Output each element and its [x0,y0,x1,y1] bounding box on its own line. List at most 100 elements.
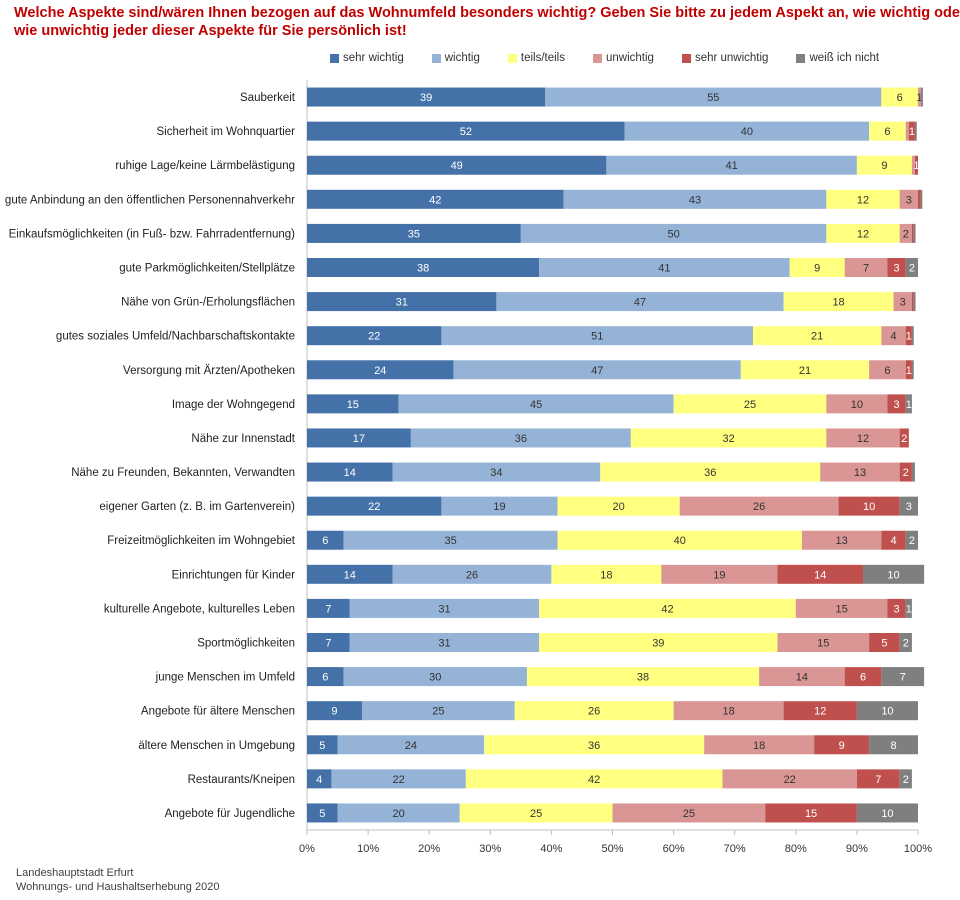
legend-swatch [507,53,517,63]
data-label: 10 [881,706,893,718]
bar-segment [887,394,906,414]
category-label: gute Parkmöglichkeiten/Stellplätze [119,263,295,275]
legend-swatch [796,53,806,63]
category-label: Freizeitmöglichkeiten im Wohngebiet [107,535,296,547]
data-label: 30 [429,672,441,684]
bar-segment [856,701,918,721]
data-label: 41 [658,263,670,275]
x-tick-label: 80% [785,843,807,855]
bar-segment [814,735,870,755]
bar-segment [307,258,540,277]
bar-segment [905,258,918,277]
category-label: Sicherheit im Wohnquartier [157,126,296,138]
data-label: 14 [796,672,808,684]
bar-segment [856,155,912,175]
bar-segment [307,633,350,652]
bar-segment [307,428,411,448]
bar-segment [826,428,900,448]
bar-segment [453,360,741,380]
data-label: 1 [906,399,912,411]
bar-segment [465,769,723,789]
category-label: ältere Menschen in Umgebung [138,740,295,752]
bar-segment [441,496,558,516]
data-label: 4 [316,774,322,786]
data-label: 1 [909,126,915,138]
bar-segment [349,598,540,618]
data-label: 7 [863,263,869,275]
data-label: 3 [894,603,900,615]
bar-segment [307,155,607,175]
bar-segment [307,667,344,687]
data-label: 3 [906,194,912,206]
data-label: 7 [325,638,331,650]
data-label: 6 [322,535,328,547]
bar-segment [911,360,914,380]
data-label: 2 [903,638,909,650]
data-label: 36 [588,740,600,752]
data-label: 41 [726,160,738,172]
x-tick-label: 20% [418,843,440,855]
bar-segment [307,360,454,380]
data-label: 26 [753,501,765,513]
x-tick-label: 60% [663,843,685,855]
data-label: 35 [444,535,456,547]
bar-segment [789,258,845,277]
category-label: Angebote für Jugendliche [165,808,295,820]
bar-segment [545,87,882,107]
bar-segment [307,326,442,346]
x-tick-label: 10% [357,843,379,855]
bar-segment [881,530,906,550]
bar-segment [844,258,888,277]
data-label: 3 [900,297,906,309]
data-label: 40 [741,126,753,138]
category-label: gute Anbindung an den öffentlichen Perso… [5,194,295,206]
data-label: 47 [634,297,646,309]
bar-segment [856,803,918,823]
data-label: 39 [652,638,664,650]
category-label: Image der Wohngegend [172,399,295,411]
bar-segment [459,803,613,823]
data-label: 6 [884,365,890,377]
data-label: 3 [906,501,912,513]
data-label: 7 [325,603,331,615]
bar-segment [740,360,870,380]
data-label: 9 [839,740,845,752]
bar-segment [899,428,909,448]
bar-segment [863,564,925,584]
bar-segment [899,633,912,652]
bar-segment [484,735,705,755]
category-label: Einkaufsmöglichkeiten (in Fuß- bzw. Fahr… [9,228,296,240]
bar-segment [856,769,900,789]
bar-segment [343,530,558,550]
category-label: Sauberkeit [240,92,296,104]
data-label: 25 [432,706,444,718]
data-label: 5 [319,740,325,752]
data-label: 15 [817,638,829,650]
data-label: 45 [530,399,542,411]
bar-segment [918,87,922,107]
bar-segment [307,189,564,209]
data-label: 9 [814,263,820,275]
bar-segment [722,769,857,789]
category-label: ruhige Lage/keine Lärmbelästigung [115,160,295,172]
bar-segment [777,564,864,584]
bar-segment [307,769,332,789]
bar-segment [881,326,906,346]
data-label: 3 [894,399,900,411]
data-label: 19 [713,569,725,581]
chart-title-line-2: wie unwichtig jeder dieser Aspekte für S… [14,23,407,39]
bar-segment [307,292,497,312]
bar-segment [893,292,912,312]
data-label: 12 [857,433,869,445]
bar-segment [759,667,845,687]
data-label: 18 [722,706,734,718]
bar-segment [911,326,914,346]
bar-segment [908,121,915,141]
bar-segment [679,496,839,516]
data-label: 22 [368,501,380,513]
data-label: 25 [683,808,695,820]
bar-segment [606,155,857,175]
data-label: 40 [674,535,686,547]
bar-segment [783,292,894,312]
category-label: Angebote für ältere Menschen [141,706,295,718]
